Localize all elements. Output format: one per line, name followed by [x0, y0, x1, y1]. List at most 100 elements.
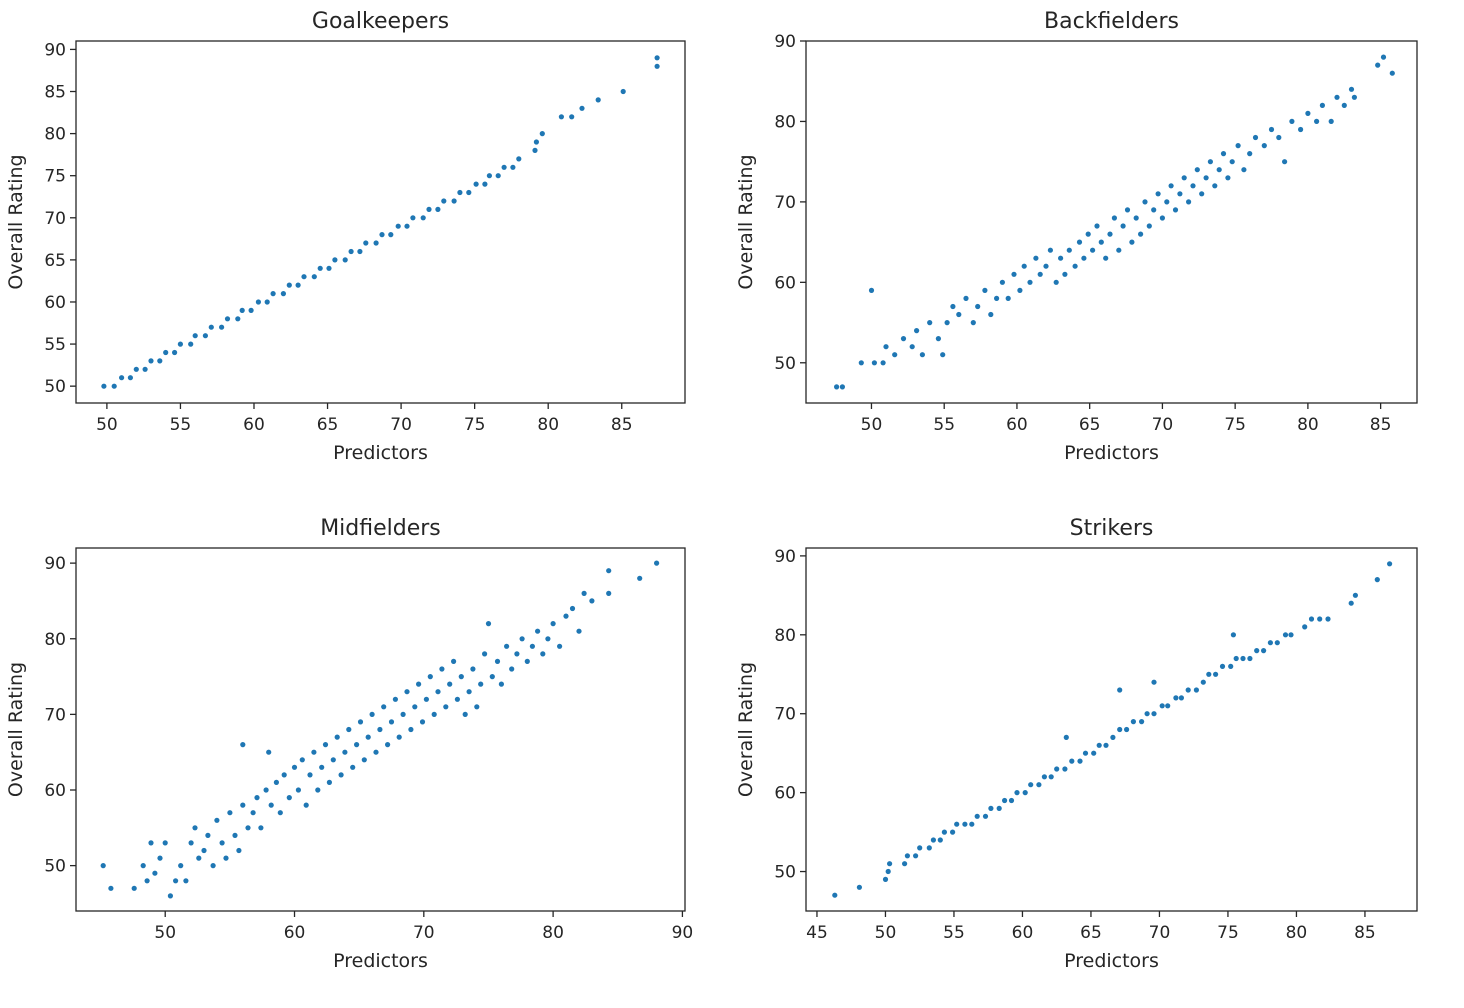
data-point: [963, 295, 969, 301]
data-point: [148, 358, 154, 364]
data-point: [385, 742, 391, 748]
data-point: [342, 749, 348, 755]
data-point: [1033, 255, 1039, 261]
data-point: [1116, 247, 1122, 253]
data-point: [388, 719, 395, 725]
data-point: [235, 316, 241, 322]
data-point: [994, 295, 1000, 301]
data-point: [273, 779, 279, 786]
y-tick-label: 90: [44, 40, 66, 60]
data-point: [315, 787, 321, 793]
data-point: [524, 658, 530, 665]
x-tick-label: 55: [170, 415, 192, 435]
data-point: [408, 726, 414, 733]
data-point: [173, 878, 179, 884]
data-point: [1103, 742, 1109, 748]
data-point: [883, 344, 889, 350]
data-point: [357, 719, 364, 725]
subplot-strikers: 45 50 55 60 65 70 75 80 85 50 60 70 80 90 Strikers Pred…: [735, 516, 1418, 972]
data-point: [1120, 223, 1126, 229]
data-point: [420, 215, 426, 221]
data-point: [880, 360, 886, 366]
data-point: [416, 681, 422, 687]
y-tick-label: 85: [44, 83, 66, 103]
x-tick-label: 65: [1079, 415, 1101, 435]
data-point: [157, 358, 163, 364]
data-point: [196, 855, 202, 861]
data-point: [373, 240, 379, 246]
data-point: [1082, 750, 1089, 756]
data-point: [1254, 648, 1260, 654]
data-point: [295, 282, 301, 288]
y-axis-label: Overall Rating: [5, 154, 27, 289]
data-point: [1267, 640, 1273, 646]
data-point: [266, 749, 272, 755]
data-point: [1225, 175, 1231, 181]
data-point: [214, 817, 220, 823]
data-point: [569, 114, 575, 120]
data-point: [1138, 231, 1144, 237]
data-point: [1041, 774, 1047, 780]
data-point: [152, 870, 158, 876]
y-tick-label: 80: [774, 112, 796, 132]
data-point: [478, 681, 484, 687]
data-point: [1288, 632, 1294, 638]
data-point: [885, 868, 891, 875]
data-point: [258, 825, 264, 831]
data-point: [1027, 279, 1033, 285]
data-point: [348, 248, 354, 255]
data-point: [1274, 640, 1280, 646]
data-point: [281, 772, 287, 778]
data-point: [494, 658, 501, 665]
data-point: [1216, 167, 1222, 173]
y-tick-label: 80: [44, 125, 66, 145]
data-point: [178, 863, 184, 869]
data-point: [1142, 199, 1148, 205]
data-point: [236, 847, 242, 854]
data-point: [1022, 790, 1028, 796]
data-point: [892, 352, 898, 358]
data-point: [1151, 207, 1157, 213]
data-point: [988, 311, 994, 318]
data-point: [1241, 167, 1247, 173]
data-point: [1389, 70, 1395, 76]
data-point: [404, 689, 410, 695]
data-point: [545, 636, 551, 642]
y-tick-label: 50: [774, 354, 796, 374]
data-point: [956, 311, 962, 318]
data-point: [131, 885, 137, 891]
data-point: [172, 349, 178, 356]
data-point: [1011, 271, 1017, 277]
data-point: [839, 384, 846, 390]
data-point: [291, 764, 298, 770]
y-tick-label: 60: [774, 784, 796, 804]
data-point: [1053, 279, 1059, 285]
data-point: [1319, 102, 1325, 108]
data-point: [654, 63, 660, 69]
data-point: [606, 568, 612, 574]
data-point: [1047, 247, 1053, 253]
data-point: [1091, 750, 1097, 756]
data-point: [919, 352, 926, 358]
data-point: [188, 840, 194, 846]
data-point: [1282, 632, 1289, 638]
y-tick-label: 80: [44, 630, 66, 650]
data-point: [1139, 719, 1145, 725]
data-point: [311, 274, 317, 280]
data-point: [1219, 663, 1226, 670]
data-point: [357, 248, 363, 255]
data-point: [887, 861, 893, 867]
data-point: [595, 97, 601, 103]
data-point: [1185, 687, 1191, 693]
x-tick-label: 50: [96, 415, 118, 435]
data-point: [101, 383, 107, 389]
data-point: [263, 787, 269, 793]
x-tick-label: 50: [154, 923, 176, 943]
data-point: [954, 821, 960, 827]
data-point: [404, 223, 410, 229]
data-point: [1305, 110, 1311, 116]
x-tick-label: 85: [1354, 923, 1376, 943]
data-point: [1374, 577, 1380, 583]
data-point: [1159, 215, 1165, 221]
data-point: [342, 257, 348, 263]
